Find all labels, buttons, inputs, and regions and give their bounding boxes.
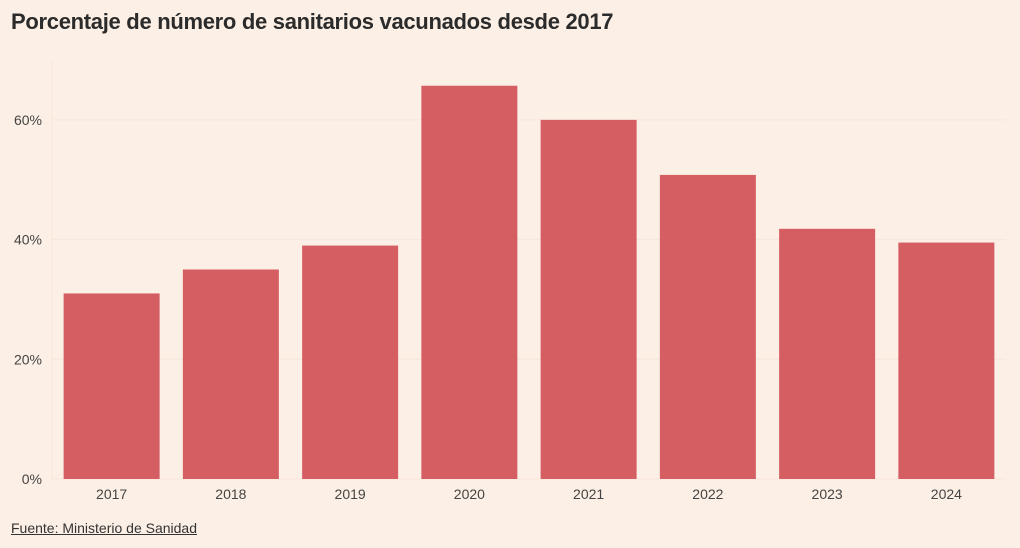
x-tick-label: 2021 (573, 486, 604, 502)
chart-title: Porcentaje de número de sanitarios vacun… (11, 9, 614, 34)
x-tick-label: 2017 (96, 486, 127, 502)
y-tick-label: 40% (14, 232, 42, 248)
bar-2022 (659, 174, 756, 479)
x-tick-label: 2018 (215, 486, 246, 502)
bar-2023 (779, 228, 876, 479)
bar-2020 (421, 85, 518, 479)
x-tick-label: 2024 (931, 486, 962, 502)
bar-2018 (182, 269, 279, 479)
bar-2021 (540, 119, 637, 479)
bar-2024 (898, 242, 995, 479)
y-tick-label: 0% (22, 471, 42, 487)
x-tick-label: 2022 (692, 486, 723, 502)
x-tick-label: 2020 (454, 486, 485, 502)
bar-2017 (63, 293, 160, 479)
y-tick-label: 20% (14, 351, 42, 367)
bar-2019 (302, 245, 399, 479)
source-link[interactable]: Fuente: Ministerio de Sanidad (11, 520, 197, 536)
x-tick-label: 2019 (335, 486, 366, 502)
y-tick-label: 60% (14, 112, 42, 128)
x-tick-label: 2023 (812, 486, 843, 502)
bar-chart: 0% 20% 40% 60% 2017 2018 2019 2020 2021 2022 2023 2… (14, 60, 1006, 502)
